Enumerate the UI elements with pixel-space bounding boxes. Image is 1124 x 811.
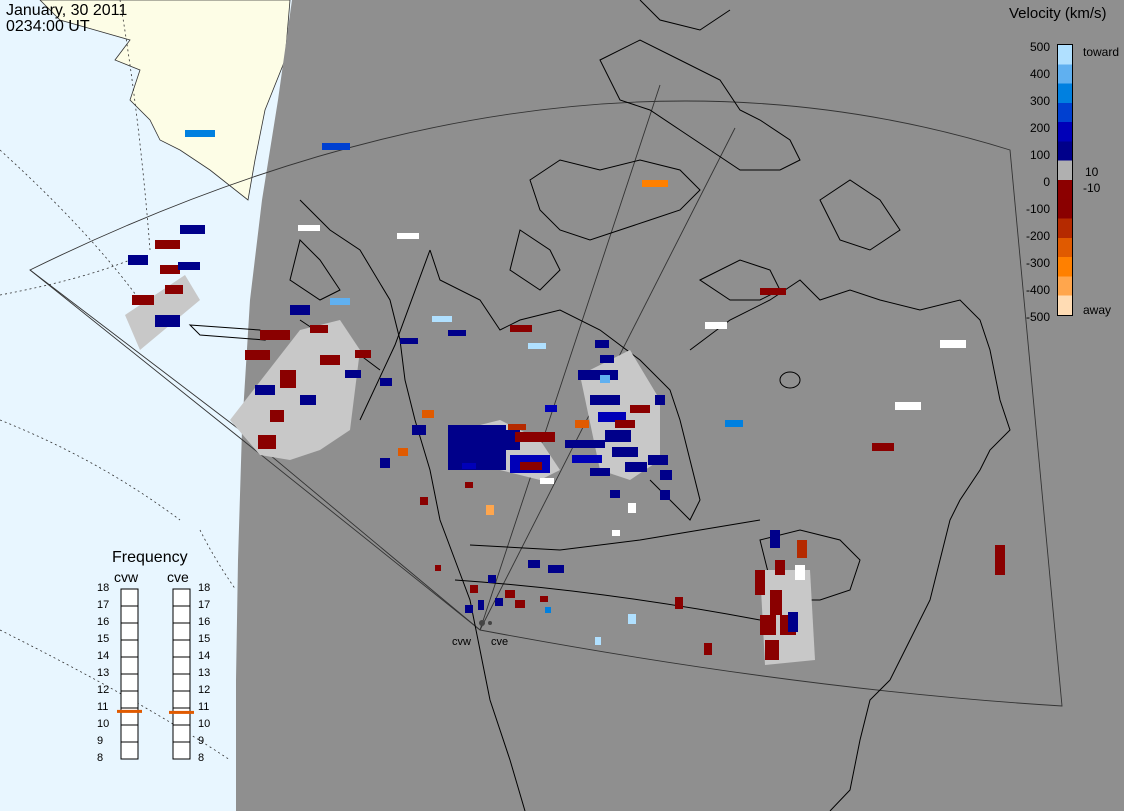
- colorbar-tick-label: -200: [1025, 229, 1050, 243]
- night-side: [236, 0, 1124, 811]
- frequency-tick-left: 13: [97, 667, 110, 679]
- frequency-radar-cvw: cvw: [114, 569, 139, 585]
- frequency-tick-left: 16: [97, 616, 110, 628]
- frequency-tick-right: 8: [198, 752, 205, 764]
- frequency-radar-cve: cve: [167, 569, 189, 585]
- frequency-tick-right: 12: [198, 684, 211, 696]
- inner-tick-neg: -10: [1083, 181, 1101, 195]
- frequency-tick-left: 11: [97, 701, 109, 713]
- frequency-tick-left: 9: [97, 735, 104, 747]
- site-label-cvw: cvw: [452, 636, 471, 648]
- colorbar-tick-label: 400: [1029, 67, 1050, 81]
- radar-site-cve: [488, 621, 492, 625]
- frequency-tick-right: 16: [198, 616, 211, 628]
- frequency-tick-right: 11: [198, 701, 210, 713]
- frequency-tick-left: 10: [97, 718, 110, 730]
- colorbar-title: Velocity (km/s): [1009, 5, 1107, 22]
- frequency-grid: [121, 605, 190, 743]
- inner-tick-pos: 10: [1085, 165, 1099, 179]
- velocity-cells: [128, 130, 1005, 660]
- frequency-tick-left: 12: [97, 684, 110, 696]
- colorbar-tick-label: -400: [1025, 283, 1050, 297]
- frequency-tick-left: 17: [97, 599, 110, 611]
- colorbar-tick-label: 200: [1029, 121, 1050, 135]
- frequency-tick-right: 18: [198, 582, 211, 594]
- date-label: January, 30 2011: [6, 2, 128, 19]
- frequency-tick-left: 15: [97, 633, 110, 645]
- away-label: away: [1083, 303, 1112, 317]
- frequency-tick-right: 17: [198, 599, 211, 611]
- cve-frequency-marker: [169, 710, 194, 714]
- velocity-colorbar: [1057, 44, 1073, 316]
- colorbar-tick-label: -300: [1025, 256, 1050, 270]
- toward-label: toward: [1083, 45, 1120, 59]
- day-land: [39, 0, 291, 201]
- frequency-tick-right: 14: [198, 650, 211, 662]
- colorbar-tick-label: 300: [1029, 94, 1050, 108]
- colorbar-tick-label: -500: [1025, 310, 1050, 324]
- site-label-cve: cve: [491, 636, 509, 648]
- colorbar-tick-label: 0: [1043, 175, 1050, 189]
- graticule: [0, 0, 237, 761]
- frequency-tick-left: 14: [97, 650, 110, 662]
- frequency-title: Frequency: [112, 549, 188, 566]
- colorbar-tick-label: 100: [1029, 148, 1050, 162]
- frequency-tick-right: 13: [198, 667, 211, 679]
- time-label: 0234:00 UT: [6, 18, 90, 35]
- frequency-tick-right: 15: [198, 633, 211, 645]
- frequency-markers: [117, 709, 194, 714]
- radar-site-cvw: [479, 620, 485, 626]
- cvw-frequency-marker: [117, 709, 142, 713]
- colorbar-tick-label: -100: [1025, 202, 1050, 216]
- colorbar-tick-label: 500: [1029, 40, 1050, 54]
- frequency-tick-right: 9: [198, 735, 205, 747]
- frequency-tick-left: 18: [97, 582, 110, 594]
- frequency-tick-right: 10: [198, 718, 211, 730]
- frequency-tick-left: 8: [97, 752, 104, 764]
